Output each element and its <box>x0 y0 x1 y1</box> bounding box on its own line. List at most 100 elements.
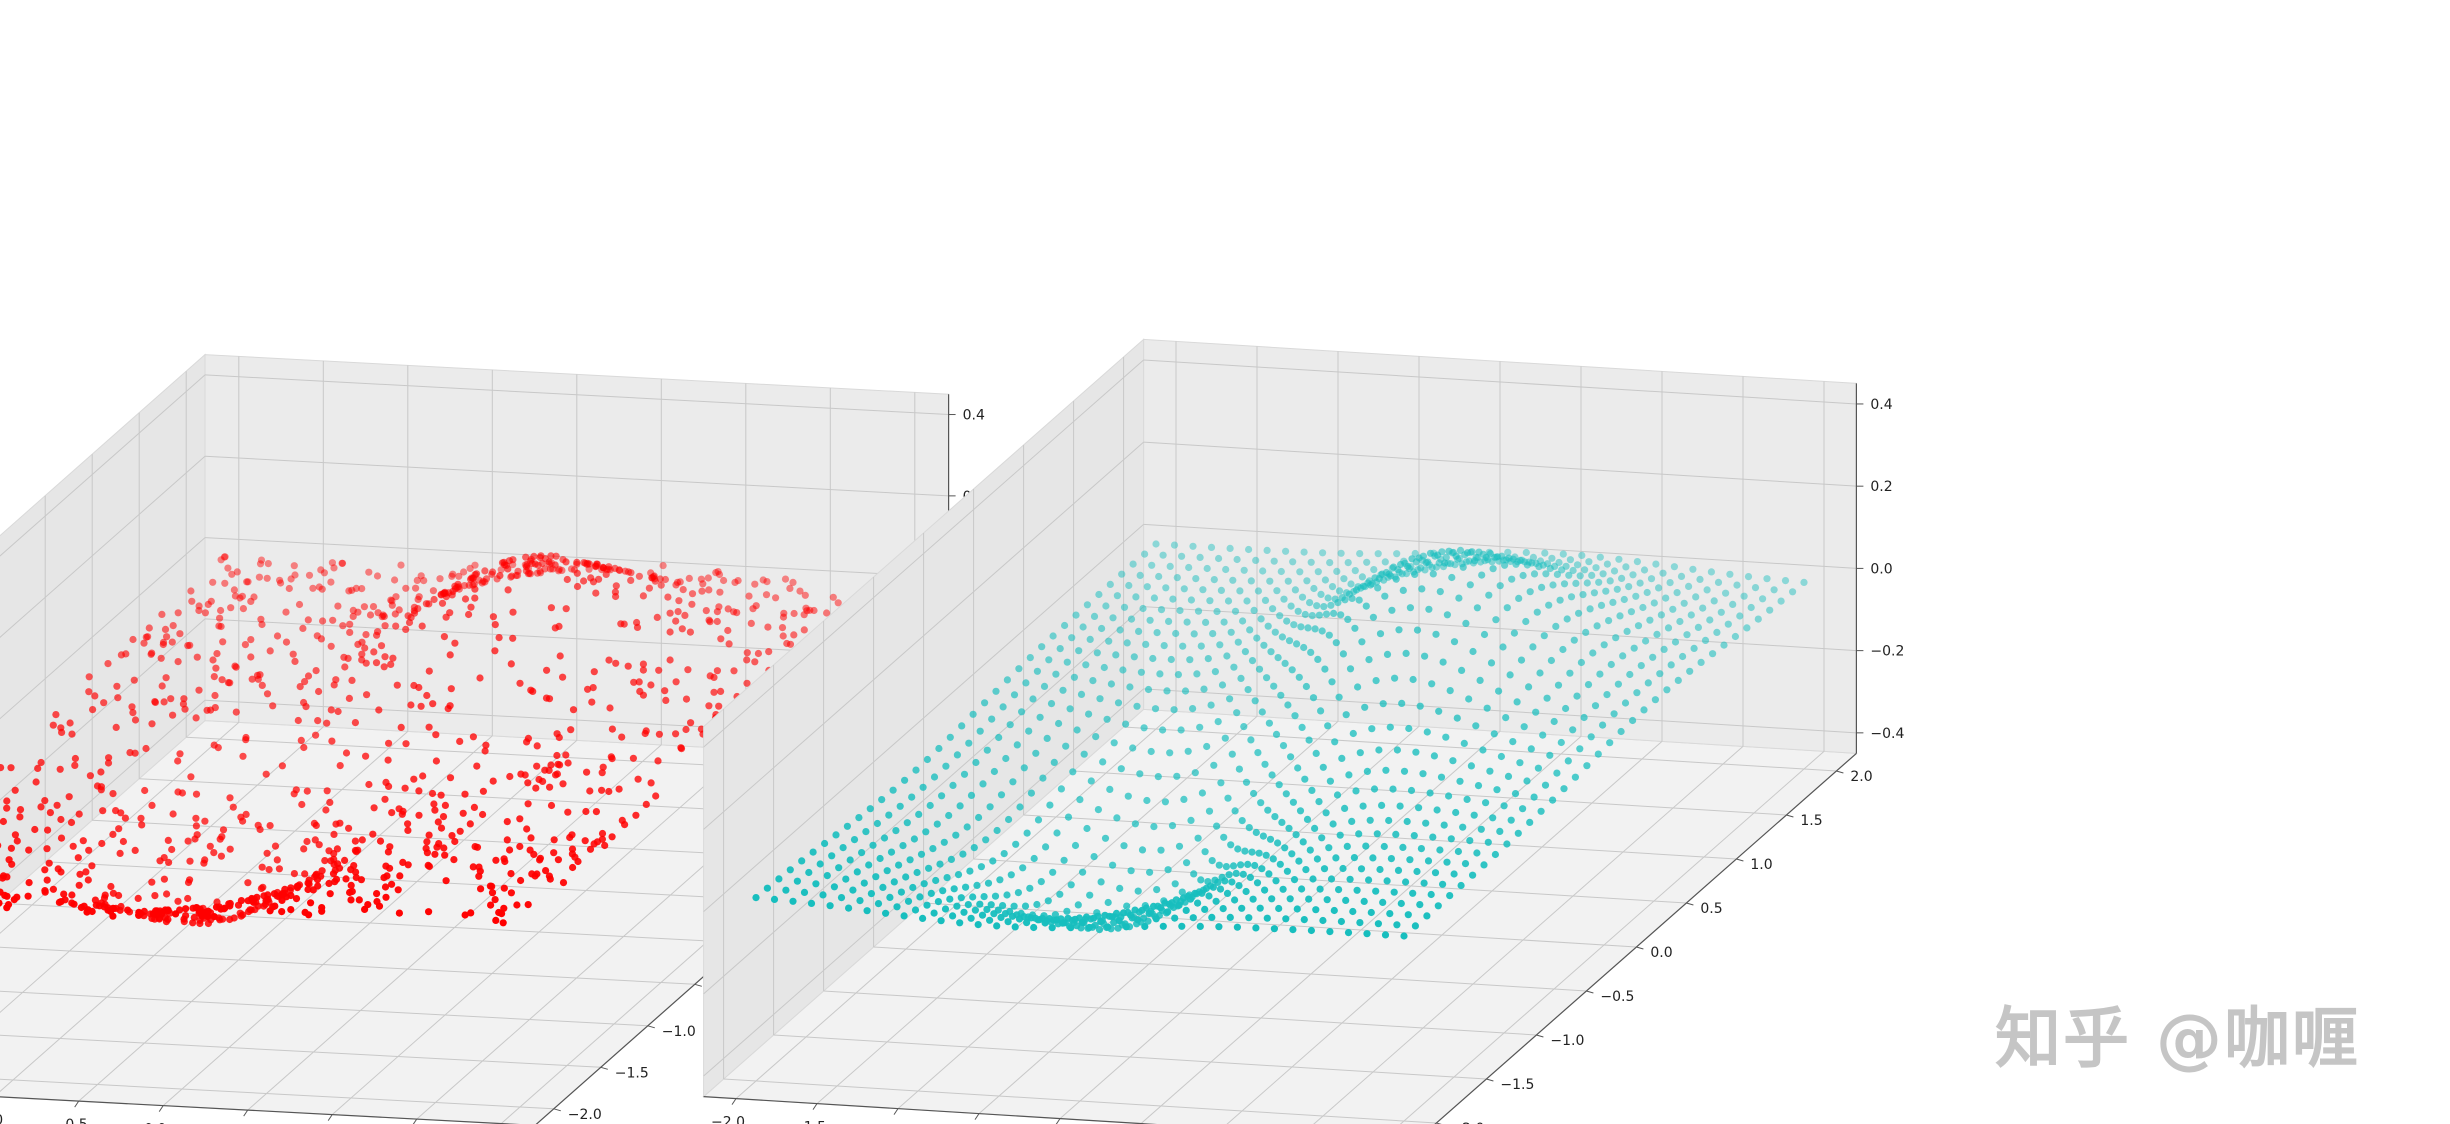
data-point <box>1300 643 1308 652</box>
data-point <box>563 575 571 584</box>
data-point <box>1224 794 1232 802</box>
data-point <box>1547 656 1555 665</box>
data-point <box>1319 916 1327 925</box>
data-point <box>229 803 237 811</box>
data-point <box>946 733 954 741</box>
data-point <box>415 683 423 692</box>
data-point <box>291 571 299 579</box>
data-point <box>1092 733 1100 741</box>
data-point <box>1692 593 1700 601</box>
data-point <box>380 874 388 882</box>
data-point <box>1345 771 1353 779</box>
data-point <box>1333 791 1342 799</box>
data-point <box>330 830 338 839</box>
data-point <box>1186 656 1194 664</box>
data-point <box>160 698 168 706</box>
data-point <box>1326 777 1334 785</box>
data-point <box>159 640 167 649</box>
data-point <box>524 800 532 808</box>
data-point <box>555 733 563 742</box>
data-point <box>1683 631 1691 639</box>
data-point <box>287 884 295 892</box>
data-point <box>934 898 943 906</box>
data-point <box>725 640 733 648</box>
data-point <box>588 698 596 706</box>
data-point <box>1032 749 1040 757</box>
data-point <box>1303 577 1311 585</box>
data-point <box>1106 785 1114 794</box>
data-point <box>1190 630 1198 638</box>
data-point <box>1073 726 1081 734</box>
data-point <box>545 766 553 775</box>
data-point <box>44 826 52 834</box>
data-point <box>381 622 389 630</box>
data-point <box>220 553 228 561</box>
data-point <box>598 786 606 794</box>
data-point <box>979 780 987 788</box>
data-point <box>1458 666 1466 675</box>
data-point <box>1656 670 1664 678</box>
data-point <box>404 826 412 835</box>
data-point <box>1220 618 1228 626</box>
data-point <box>85 673 93 681</box>
data-point <box>1220 833 1228 841</box>
data-point <box>46 809 55 817</box>
data-point <box>1239 617 1247 625</box>
data-point <box>1441 559 1449 567</box>
data-point <box>1461 860 1470 868</box>
data-point <box>1361 703 1369 711</box>
data-point <box>1234 638 1242 646</box>
data-point <box>1066 705 1074 713</box>
data-point <box>1023 829 1031 837</box>
data-point <box>365 780 373 789</box>
data-point <box>1352 787 1360 795</box>
data-point <box>233 568 241 576</box>
data-point <box>407 701 415 709</box>
data-point <box>228 570 236 578</box>
data-point <box>1703 586 1711 594</box>
data-point <box>232 663 240 671</box>
data-point <box>450 856 458 864</box>
data-point <box>1287 753 1295 761</box>
data-point <box>801 591 809 599</box>
data-point <box>775 875 783 883</box>
data-point <box>207 706 215 714</box>
data-point <box>448 832 456 840</box>
data-point <box>1275 904 1283 913</box>
data-point <box>1314 655 1322 664</box>
data-point <box>1226 544 1234 553</box>
data-point <box>1334 599 1342 607</box>
data-point <box>327 578 335 586</box>
left-wall-gridline-z <box>703 606 1144 995</box>
y-tick-label: −2.0 <box>1450 1121 1484 1124</box>
data-point <box>1288 850 1296 858</box>
data-point <box>305 571 314 579</box>
data-point <box>1359 802 1367 810</box>
data-point <box>488 889 497 897</box>
data-point <box>1295 857 1303 865</box>
data-point <box>1550 717 1558 726</box>
data-point <box>1112 651 1120 659</box>
data-point <box>327 642 335 650</box>
data-point <box>507 870 515 878</box>
data-point <box>1362 842 1370 850</box>
data-point <box>1452 552 1460 560</box>
data-point <box>1261 596 1270 605</box>
data-point <box>1123 639 1131 647</box>
data-point <box>1265 870 1273 878</box>
data-point <box>467 909 475 917</box>
data-point <box>1619 652 1627 660</box>
data-point <box>599 763 607 771</box>
data-point <box>221 553 229 561</box>
data-point <box>312 667 320 675</box>
data-point <box>213 650 221 658</box>
data-point <box>1416 901 1424 909</box>
data-point <box>1019 864 1027 872</box>
data-point <box>282 638 291 646</box>
data-point <box>1154 773 1162 781</box>
data-point <box>969 893 977 901</box>
data-point <box>1201 848 1209 856</box>
data-point <box>1060 856 1068 864</box>
data-point <box>1536 669 1544 677</box>
